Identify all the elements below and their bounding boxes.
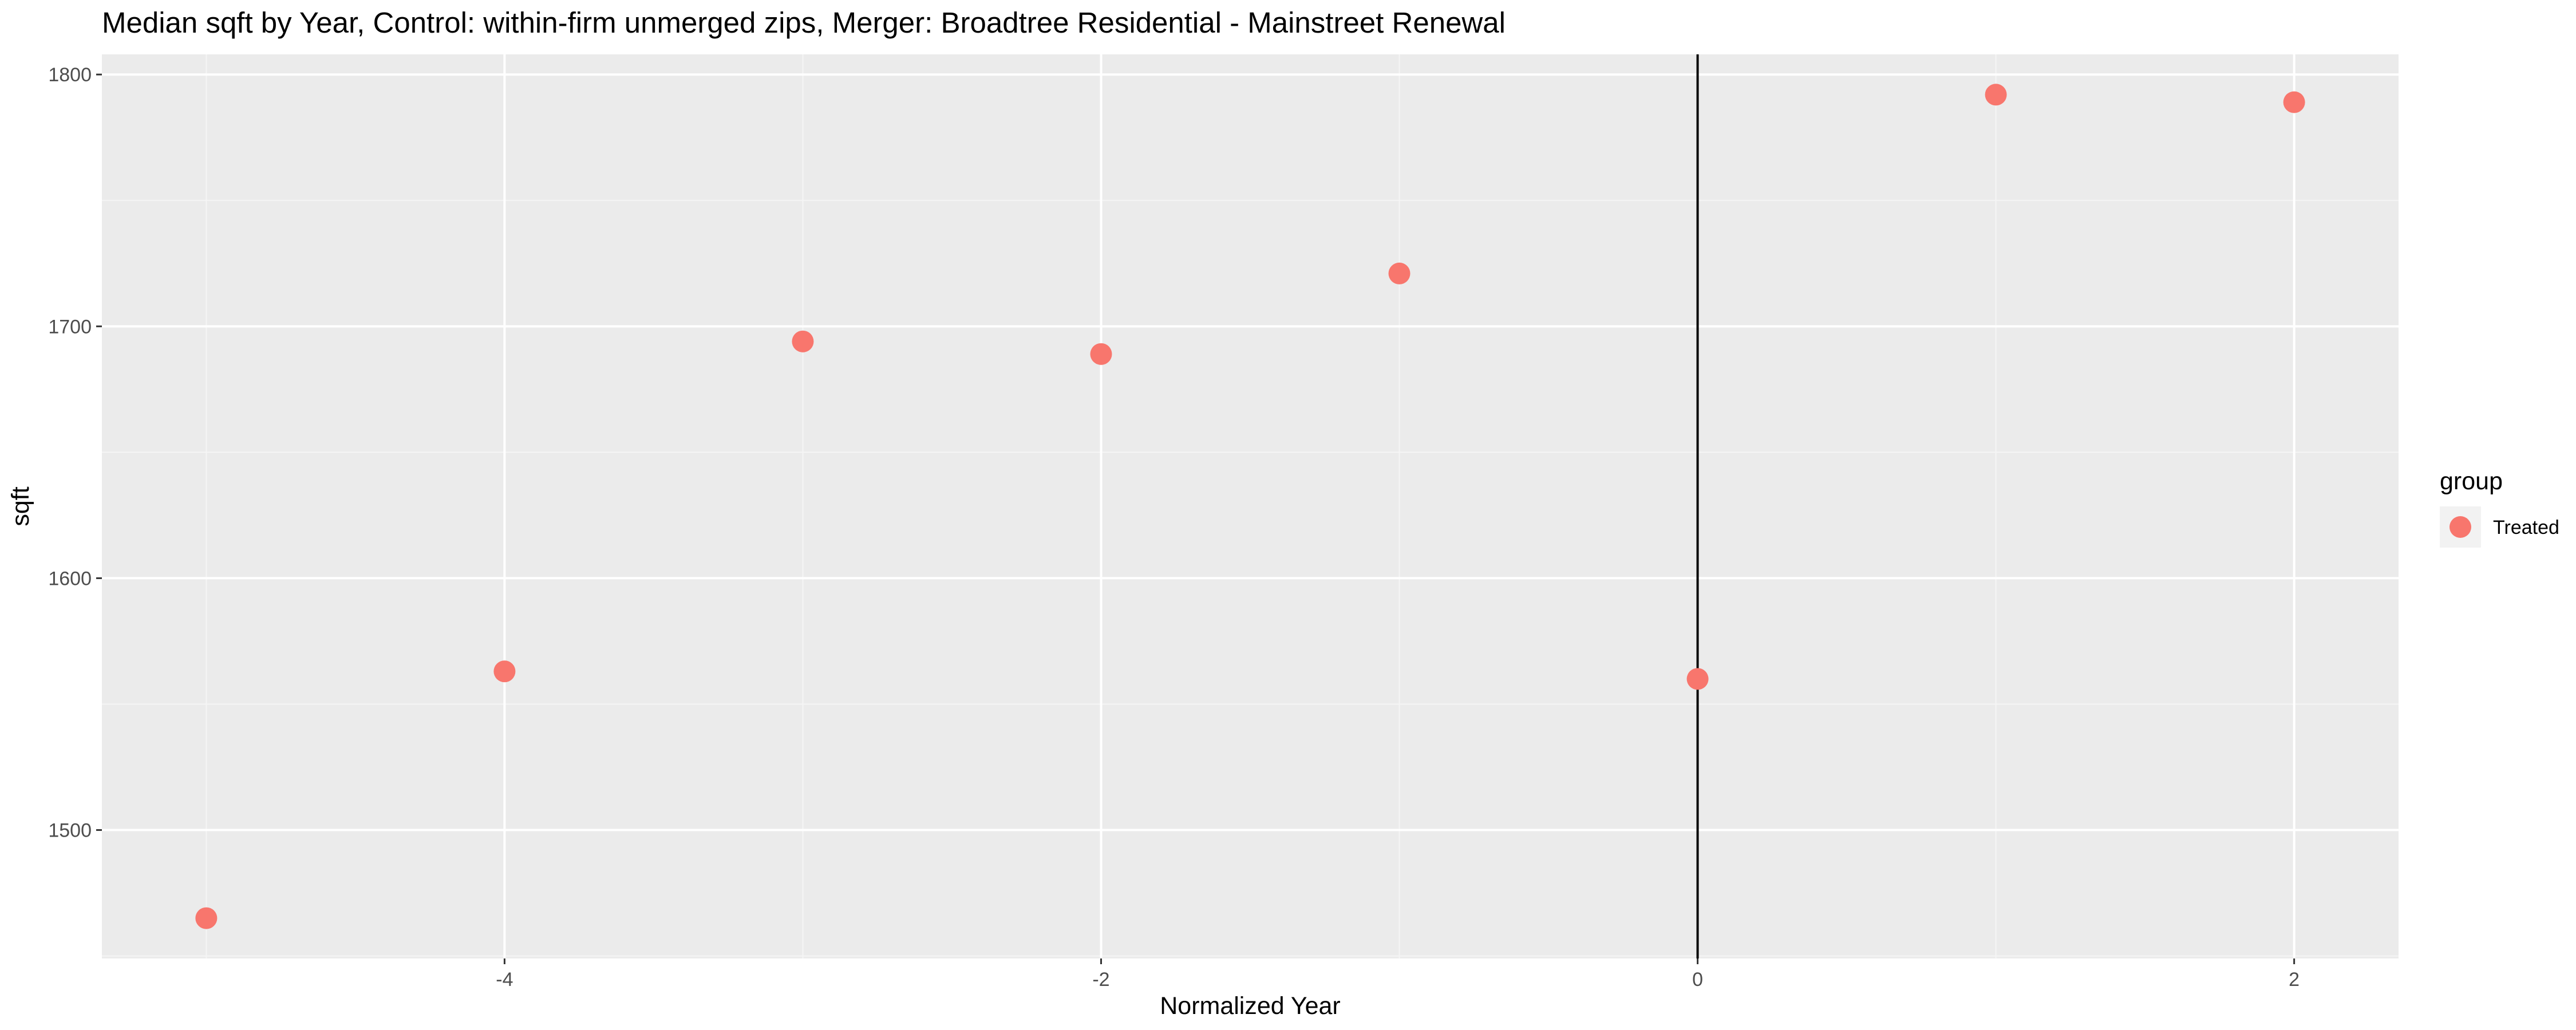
legend: group Treated — [2440, 468, 2559, 548]
data-points — [195, 84, 2305, 929]
data-point — [195, 907, 218, 929]
x-tick-label: 2 — [2289, 969, 2300, 991]
y-tick-label: 1700 — [48, 316, 92, 338]
data-point — [1388, 262, 1411, 284]
y-tick-label: 1800 — [48, 64, 92, 86]
x-tick-label: -4 — [496, 969, 513, 991]
legend-key-marker — [2449, 516, 2471, 538]
minor-gridlines-y — [102, 200, 2399, 957]
legend-label: Treated — [2493, 517, 2559, 538]
y-tick-label: 1500 — [48, 820, 92, 842]
data-point — [792, 330, 814, 352]
major-gridlines-y — [102, 73, 2399, 831]
data-point — [1686, 668, 1709, 690]
data-point — [1985, 84, 2007, 106]
data-point — [493, 660, 516, 683]
legend-title: group — [2440, 468, 2503, 495]
y-axis-title: sqft — [7, 486, 34, 526]
x-tick-label: -2 — [1092, 969, 1109, 991]
data-point — [2283, 91, 2305, 113]
y-axis: 1500 1600 1700 1800 — [48, 64, 102, 842]
plot-panel — [102, 54, 2399, 958]
minor-gridlines-x — [206, 54, 1997, 958]
x-axis-title: Normalized Year — [1160, 992, 1341, 1020]
chart-title: Median sqft by Year, Control: within-fir… — [102, 6, 1506, 39]
x-tick-label: 0 — [1692, 969, 1703, 991]
y-tick-label: 1600 — [48, 568, 92, 589]
x-axis: -4 -2 0 2 — [496, 958, 2300, 991]
data-point — [1090, 343, 1112, 365]
